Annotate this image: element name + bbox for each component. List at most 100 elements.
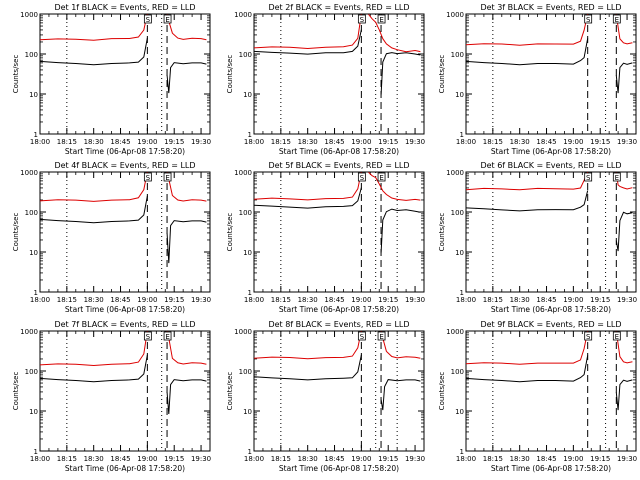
y-tick-label: 1000 xyxy=(20,11,38,19)
x-tick-label: 18:45 xyxy=(110,296,130,304)
x-tick-label: 19:15 xyxy=(378,455,398,463)
x-axis-label: Start Time (06-Apr-08 17:58:20) xyxy=(279,147,399,156)
start-marker-label: S xyxy=(586,333,591,341)
x-tick-label: 18:15 xyxy=(271,296,291,304)
plot-frame xyxy=(253,171,425,293)
y-tick-label: 1 xyxy=(460,448,464,456)
series-lld-line xyxy=(368,14,421,53)
series-events-line xyxy=(380,379,421,411)
end-marker-box xyxy=(612,172,621,182)
y-tick-label: 1000 xyxy=(446,328,464,336)
series-events-line xyxy=(166,379,207,415)
x-tick-label: 18:30 xyxy=(298,138,318,146)
series-events-line xyxy=(380,208,421,253)
series-lld-line xyxy=(466,331,589,365)
x-tick-label: 19:30 xyxy=(617,455,637,463)
end-marker-label: E xyxy=(379,16,383,24)
y-tick-label: 1000 xyxy=(20,169,38,177)
y-tick-label: 1000 xyxy=(234,169,252,177)
start-marker-label: S xyxy=(586,16,591,24)
x-tick-label: 18:00 xyxy=(456,296,476,304)
series-lld-line xyxy=(380,331,421,359)
series-events-line xyxy=(254,187,362,209)
x-tick-label: 18:30 xyxy=(510,296,530,304)
x-tick-label: 18:30 xyxy=(84,138,104,146)
start-marker-label: S xyxy=(360,16,365,24)
start-marker-box xyxy=(357,14,366,24)
y-tick-label: 1000 xyxy=(446,169,464,177)
x-tick-label: 18:00 xyxy=(456,138,476,146)
y-tick-label: 1 xyxy=(248,131,252,139)
series-lld-line xyxy=(166,172,207,202)
x-tick-label: 18:45 xyxy=(324,296,344,304)
start-marker-box xyxy=(357,331,366,341)
x-tick-label: 19:15 xyxy=(590,138,610,146)
x-tick-label: 19:30 xyxy=(405,138,425,146)
plot-frame xyxy=(465,330,637,452)
series-lld-line xyxy=(368,172,421,201)
y-tick-label: 10 xyxy=(455,408,464,416)
x-axis-label: Start Time (06-Apr-08 17:58:20) xyxy=(491,147,611,156)
start-marker-box xyxy=(584,14,593,24)
start-marker-label: S xyxy=(586,174,591,182)
x-tick-label: 18:45 xyxy=(324,138,344,146)
x-tick-label: 19:15 xyxy=(164,138,184,146)
start-marker-box xyxy=(143,331,152,341)
x-tick-label: 19:15 xyxy=(378,138,398,146)
series-lld-line xyxy=(254,172,362,201)
x-tick-label: 19:00 xyxy=(137,455,157,463)
y-tick-label: 1000 xyxy=(234,328,252,336)
y-tick-label: 1000 xyxy=(20,328,38,336)
y-tick-label: 100 xyxy=(25,51,38,59)
plot-frame xyxy=(39,13,211,135)
start-marker-label: S xyxy=(146,333,151,341)
x-tick-label: 19:30 xyxy=(617,138,637,146)
x-tick-label: 18:00 xyxy=(456,455,476,463)
y-tick-label: 1000 xyxy=(234,11,252,19)
panel-7: Det 7f BLACK = Events, RED = LLD 1 10 100 10… xyxy=(12,320,211,473)
x-tick-label: 19:00 xyxy=(563,138,583,146)
x-tick-label: 19:00 xyxy=(137,296,157,304)
series-events-line xyxy=(166,62,207,94)
x-tick-label: 19:00 xyxy=(563,296,583,304)
start-marker-label: S xyxy=(360,333,365,341)
x-tick-label: 18:00 xyxy=(30,138,50,146)
plot-frame xyxy=(39,330,211,452)
y-tick-label: 10 xyxy=(455,249,464,257)
series-events-line xyxy=(615,211,633,252)
start-marker-label: S xyxy=(360,174,365,182)
end-marker-box xyxy=(377,172,386,182)
x-tick-label: 18:30 xyxy=(510,455,530,463)
panel-3: Det 3f BLACK = Events, RED = LLD 1 10 100 10… xyxy=(438,3,637,156)
y-axis-label: Counts/sec xyxy=(438,372,446,411)
x-tick-label: 19:15 xyxy=(590,296,610,304)
x-tick-label: 19:30 xyxy=(405,455,425,463)
series-lld-line xyxy=(615,331,633,364)
x-tick-label: 18:15 xyxy=(483,455,503,463)
y-tick-label: 1 xyxy=(34,289,38,297)
x-tick-label: 18:00 xyxy=(30,296,50,304)
series-events-line xyxy=(466,190,589,212)
panel-title: Det 6f BLACK = Events, RED = LLD xyxy=(480,161,621,170)
x-tick-label: 18:30 xyxy=(298,296,318,304)
x-tick-label: 19:15 xyxy=(378,296,398,304)
y-axis-label: Counts/sec xyxy=(12,213,20,252)
x-tick-label: 18:00 xyxy=(244,455,264,463)
x-axis-label: Start Time (06-Apr-08 17:58:20) xyxy=(491,305,611,314)
x-tick-label: 19:30 xyxy=(191,138,211,146)
panel-title: Det 1f BLACK = Events, RED = LLD xyxy=(54,3,195,12)
y-tick-label: 1 xyxy=(248,448,252,456)
end-marker-label: E xyxy=(379,174,383,182)
x-tick-label: 18:15 xyxy=(57,455,77,463)
y-tick-label: 100 xyxy=(451,209,464,217)
panel-9: Det 9f BLACK = Events, RED = LLD 1 10 100 10… xyxy=(438,320,637,473)
panel-title: Det 4f BLACK = Events, RED = LLD xyxy=(54,161,195,170)
y-tick-label: 100 xyxy=(239,209,252,217)
x-tick-label: 18:30 xyxy=(84,296,104,304)
panel-title: Det 2f BLACK = Events, RED = LLD xyxy=(268,3,409,12)
x-tick-label: 18:45 xyxy=(536,296,556,304)
panel-title: Det 9f BLACK = Events, RED = LLD xyxy=(480,320,621,329)
x-tick-label: 18:15 xyxy=(57,296,77,304)
series-lld-line xyxy=(615,172,633,190)
x-tick-label: 18:30 xyxy=(510,138,530,146)
